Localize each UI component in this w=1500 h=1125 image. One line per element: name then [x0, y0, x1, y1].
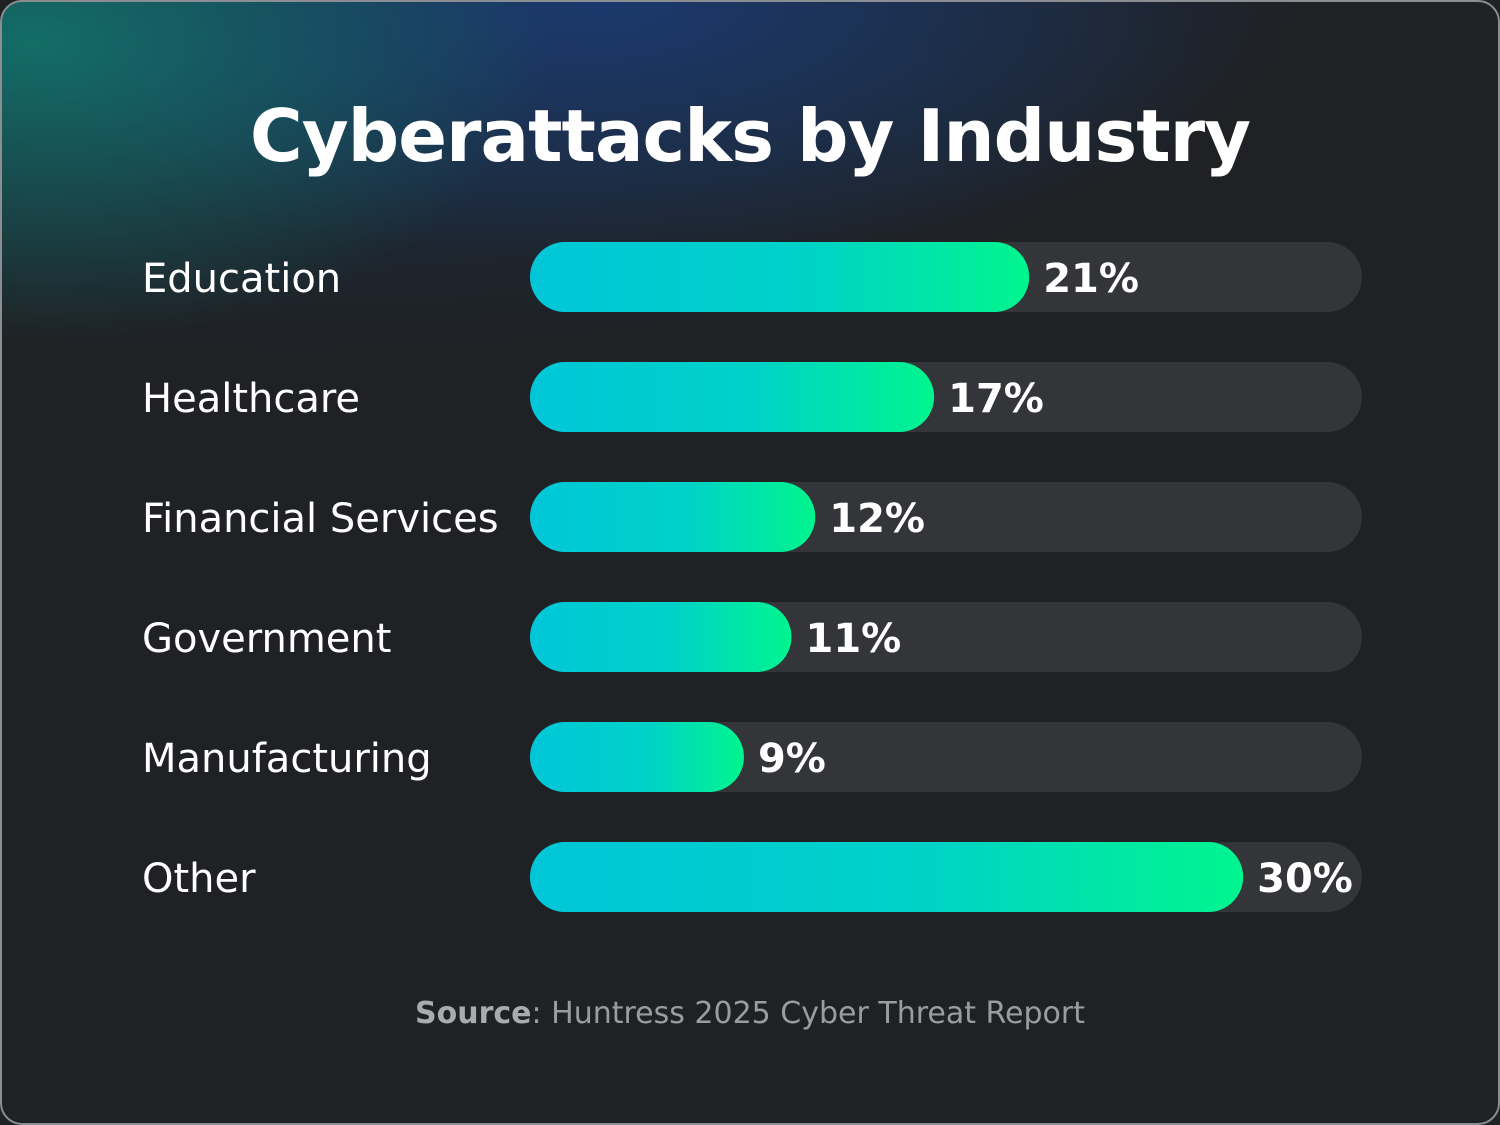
category-label-education: Education [142, 256, 341, 302]
value-label-government: 11% [805, 616, 901, 662]
category-label-manufacturing: Manufacturing [142, 736, 432, 782]
value-label-healthcare: 17% [948, 376, 1044, 422]
source-label: Source [415, 996, 532, 1031]
source-text: : Huntress 2025 Cyber Threat Report [531, 996, 1085, 1031]
source-note: Source: Huntress 2025 Cyber Threat Repor… [2, 994, 1498, 1034]
category-label-government: Government [142, 616, 391, 662]
chart-title: Cyberattacks by Industry [249, 94, 1251, 178]
value-label-education: 21% [1043, 256, 1139, 302]
category-label-healthcare: Healthcare [142, 376, 360, 422]
bar-other [530, 842, 1244, 912]
bar-healthcare [530, 362, 935, 432]
value-label-manufacturing: 9% [758, 736, 826, 782]
value-label-other: 30% [1257, 856, 1353, 902]
bar-manufacturing [530, 722, 744, 792]
category-label-other: Other [142, 856, 256, 902]
bar-education [530, 242, 1030, 312]
category-label-financial-services: Financial Services [142, 496, 499, 542]
bar-financial-services [530, 482, 816, 552]
value-label-financial-services: 12% [829, 496, 925, 542]
bar-government [530, 602, 792, 672]
